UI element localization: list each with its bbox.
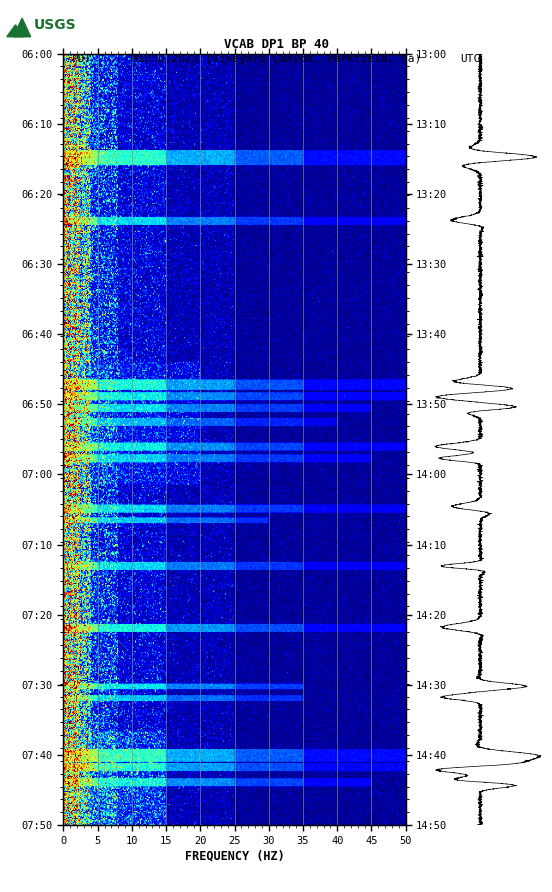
Text: UTC: UTC bbox=[460, 54, 480, 64]
Text: PDT: PDT bbox=[72, 54, 92, 64]
Text: USGS: USGS bbox=[33, 18, 76, 32]
Polygon shape bbox=[13, 18, 31, 37]
Text: VCAB DP1 BP 40: VCAB DP1 BP 40 bbox=[224, 38, 328, 51]
Text: May30,2023 (Vineyard Canyon, Parkfield, Ca): May30,2023 (Vineyard Canyon, Parkfield, … bbox=[131, 54, 421, 64]
Polygon shape bbox=[7, 25, 24, 37]
X-axis label: FREQUENCY (HZ): FREQUENCY (HZ) bbox=[185, 850, 284, 863]
